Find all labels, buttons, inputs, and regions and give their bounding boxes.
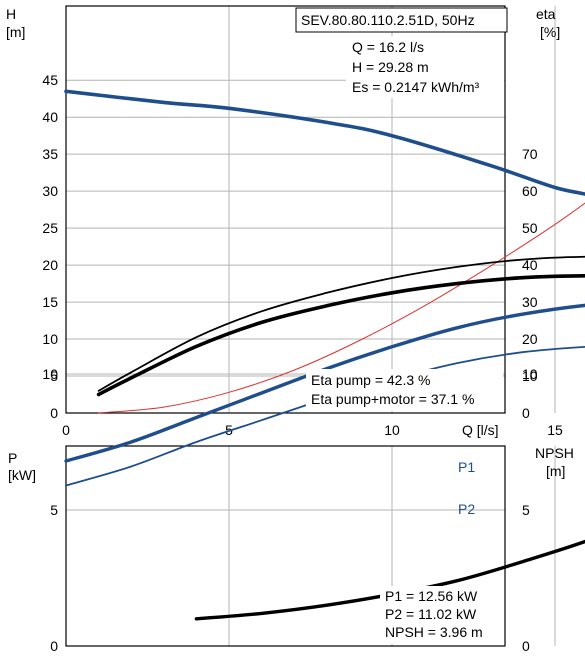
right-tick-label: 50 xyxy=(522,220,538,236)
top-left-axis-title: H xyxy=(6,6,16,22)
bottom-left-axis-title: P xyxy=(8,450,17,466)
left-tick-label: 5 xyxy=(50,368,58,384)
info-flow-rate: Q = 16.2 l/s xyxy=(352,39,424,55)
bottom-left-axis-unit: [kW] xyxy=(8,467,36,483)
left-tick-label: 20 xyxy=(42,257,58,273)
left-tick-label: 10 xyxy=(42,331,58,347)
info-npsh: NPSH = 3.96 m xyxy=(385,624,483,640)
info-specific-energy: Es = 0.2147 kWh/m³ xyxy=(352,79,480,95)
right-tick-label: 60 xyxy=(522,183,538,199)
bottom-chart-series xyxy=(64,303,585,621)
right-tick-label: 20 xyxy=(522,331,538,347)
top-chart-grid xyxy=(66,6,556,413)
left-tick-label: 25 xyxy=(42,220,58,236)
right-tick-label: 0 xyxy=(522,405,530,421)
left-tick-label: 35 xyxy=(42,146,58,162)
top-left-axis-unit: [m] xyxy=(6,24,25,40)
left-tick-label: 30 xyxy=(42,183,58,199)
info-eta-pump: Eta pump = 42.3 % xyxy=(311,372,430,388)
top-chart-series xyxy=(64,89,585,414)
title-box xyxy=(295,7,508,33)
series-label-p1: P1 xyxy=(458,459,475,475)
bottom-left-tick-label: 5 xyxy=(50,502,58,518)
x-tick-label: 15 xyxy=(547,422,563,438)
x-tick-label: 10 xyxy=(384,422,400,438)
left-tick-label: 40 xyxy=(42,109,58,125)
power-info-background xyxy=(380,586,502,644)
info-p2: P2 = 11.02 kW xyxy=(385,606,477,622)
left-tick-label: 15 xyxy=(42,294,58,310)
right-tick-label: 40 xyxy=(522,257,538,273)
bottom-right-tick-label: 0 xyxy=(522,638,530,654)
bottom-right-tick-label: 5 xyxy=(522,502,530,518)
bottom-left-tick-label: 10 xyxy=(42,366,58,382)
eta-pump-curve xyxy=(97,255,585,392)
x-axis-label: Q [l/s] xyxy=(462,422,499,438)
bottom-chart-frame xyxy=(65,445,506,647)
top-info-background xyxy=(346,36,504,98)
right-tick-label: 10 xyxy=(522,368,538,384)
chart-title: SEV.80.80.110.2.51D, 50Hz xyxy=(301,12,475,28)
head-curve xyxy=(64,89,585,196)
left-tick-label: 0 xyxy=(50,405,58,421)
bottom-left-tick-label: 0 xyxy=(50,638,58,654)
p2-curve xyxy=(65,345,585,487)
p1-curve xyxy=(64,303,585,463)
left-tick-label: 45 xyxy=(42,72,58,88)
top-right-axis-unit: [%] xyxy=(540,24,560,40)
efficiency-info-background xyxy=(306,369,503,411)
series-label-p2: P2 xyxy=(458,501,475,517)
npsh-curve xyxy=(194,539,585,621)
eta-pump-motor-curve xyxy=(96,274,585,397)
x-tick-label: 0 xyxy=(62,422,70,438)
info-p1: P1 = 12.56 kW xyxy=(385,588,478,604)
system-curve xyxy=(98,202,585,414)
tick-labels: 0510152025303540450102030405060700510152… xyxy=(42,72,563,654)
bottom-right-axis-title: NPSH xyxy=(535,445,574,461)
bottom-right-axis-unit: [m] xyxy=(546,463,565,479)
right-tick-label: 70 xyxy=(522,146,538,162)
top-right-axis-title: eta xyxy=(536,6,556,22)
right-tick-label: 30 xyxy=(522,294,538,310)
info-head: H = 29.28 m xyxy=(352,59,429,75)
bottom-right-tick-label: 10 xyxy=(522,366,538,382)
info-eta-pump-motor: Eta pump+motor = 37.1 % xyxy=(311,391,474,407)
